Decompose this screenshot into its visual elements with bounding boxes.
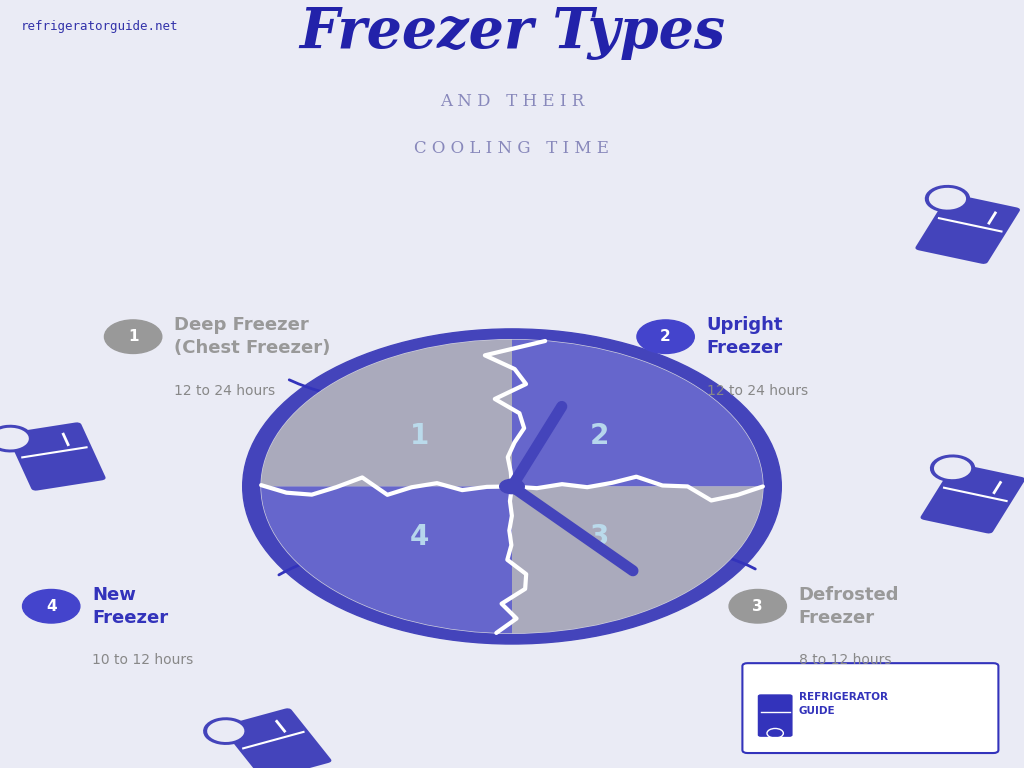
Circle shape [729,590,786,623]
FancyBboxPatch shape [7,422,105,491]
Circle shape [243,329,781,644]
Text: Deep Freezer
(Chest Freezer): Deep Freezer (Chest Freezer) [174,316,331,357]
Circle shape [637,320,694,353]
Text: 1: 1 [128,329,138,344]
Text: 4: 4 [411,523,429,551]
Text: C O O L I N G   T I M E: C O O L I N G T I M E [415,141,609,157]
Wedge shape [512,339,763,486]
Circle shape [23,590,80,623]
Text: REFRIGERATOR: REFRIGERATOR [799,692,888,702]
Text: 4: 4 [46,599,56,614]
FancyBboxPatch shape [758,694,793,737]
Wedge shape [512,486,763,633]
FancyBboxPatch shape [742,663,998,753]
Circle shape [0,428,29,449]
Text: GUIDE: GUIDE [799,706,836,716]
Text: 2: 2 [660,329,671,344]
Circle shape [207,720,245,742]
FancyBboxPatch shape [921,463,1024,534]
Circle shape [261,339,763,633]
Circle shape [500,479,524,494]
Text: Freezer Types: Freezer Types [299,5,725,60]
Circle shape [104,320,162,353]
Text: 10 to 12 hours: 10 to 12 hours [92,653,194,667]
Circle shape [0,426,32,451]
Text: 2: 2 [590,422,608,449]
Text: 12 to 24 hours: 12 to 24 hours [174,383,275,398]
Wedge shape [261,339,512,486]
Text: 1: 1 [411,422,429,449]
Text: 3: 3 [753,599,763,614]
Text: 8 to 12 hours: 8 to 12 hours [799,653,891,667]
Text: 12 to 24 hours: 12 to 24 hours [707,383,808,398]
Circle shape [205,719,247,743]
FancyBboxPatch shape [221,708,332,768]
Wedge shape [261,486,512,633]
Text: Defrosted
Freezer: Defrosted Freezer [799,586,899,627]
Circle shape [934,458,971,479]
Circle shape [931,456,974,481]
FancyBboxPatch shape [915,194,1020,264]
Text: refrigeratorguide.net: refrigeratorguide.net [20,20,178,33]
Text: New
Freezer: New Freezer [92,586,168,627]
Text: Upright
Freezer: Upright Freezer [707,316,783,357]
Circle shape [926,187,969,211]
Text: 3: 3 [590,523,608,551]
Circle shape [929,188,966,210]
Text: A N D   T H E I R: A N D T H E I R [440,93,584,110]
